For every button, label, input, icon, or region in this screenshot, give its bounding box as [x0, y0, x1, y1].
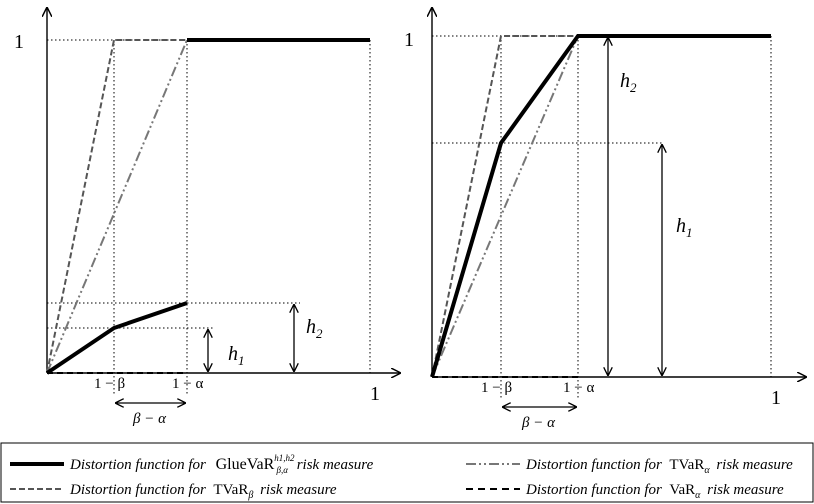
left-y-one-label: 1: [14, 31, 24, 53]
legend-tvar-alpha-text: Distortion function for TVaRα risk measu…: [525, 457, 793, 477]
right-tvar-alpha-line: [431, 35, 579, 378]
right-gluevar-line: [430, 34, 771, 378]
right-x-one-label: 1: [771, 387, 781, 409]
right-span-label: β − α: [521, 415, 556, 431]
right-y-one-label: 1: [404, 29, 414, 51]
right-tick-alpha: 1 − α: [563, 380, 594, 396]
right-guides: [432, 35, 772, 398]
right-tvar-beta-line: [431, 35, 578, 378]
left-panel: 1 1 1 − β 1 − α β − α h1 h2: [14, 8, 400, 427]
left-tick-alpha: 1 − α: [172, 376, 203, 392]
left-h2-label: h2: [306, 316, 323, 341]
left-h1-label: h1: [228, 343, 245, 368]
left-span-label: β − α: [132, 411, 167, 427]
right-h2-label: h2: [620, 70, 637, 95]
left-tvar-alpha-line: [46, 39, 188, 374]
left-x-one-label: 1: [370, 383, 380, 405]
right-panel: 1 1 1 − β 1 − α β − α h1 h2: [404, 8, 806, 431]
left-tvar-beta-line: [46, 39, 187, 374]
legend: Distortion function for GlueVaRh1,h2 β,α …: [0, 442, 814, 503]
right-h1-label: h1: [676, 215, 693, 240]
legend-gluevar-text: Distortion function for GlueVaRh1,h2 β,α …: [69, 453, 374, 477]
left-gluevar-line: [45, 301, 188, 375]
left-tick-beta: 1 − β: [94, 376, 125, 392]
right-tick-beta: 1 − β: [481, 380, 512, 396]
legend-var-alpha-text: Distortion function for VaRα risk measur…: [525, 482, 784, 502]
legend-tvar-beta-text: Distortion function for TVaRβ risk measu…: [69, 482, 337, 502]
legend-box: [0, 442, 814, 503]
